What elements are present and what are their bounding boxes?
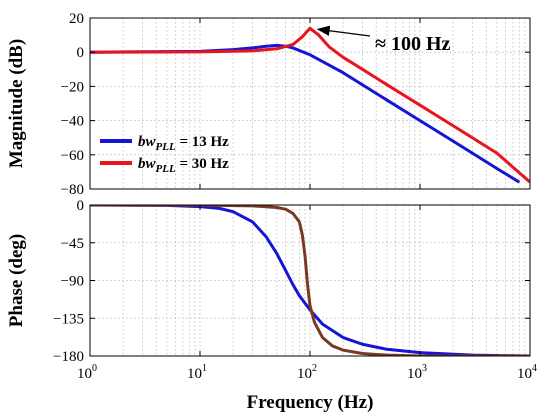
annotation-label: ≈ 100 Hz — [375, 33, 451, 55]
annotation-arrow — [316, 25, 371, 37]
xlabel: Frequency (Hz) — [247, 392, 374, 413]
magnitude-series-line-1 — [90, 26, 530, 184]
xtick-exponent: 4 — [532, 363, 537, 374]
xtick-exponent: 2 — [312, 363, 317, 374]
xtick-base: 10 — [297, 366, 312, 382]
legend-label-subscript: PLL — [156, 141, 176, 153]
xtick-label-1: 101 — [187, 363, 207, 382]
phase-ylabel: Phase (deg) — [6, 234, 27, 327]
xtick-label-2: 102 — [297, 363, 317, 382]
phase-panel: 0 −45 −90 −135 −180 Phase (deg) — [6, 198, 531, 365]
xtick-exponent: 3 — [422, 363, 427, 374]
xtick-base: 10 — [407, 366, 422, 382]
phase-ytick-label: 0 — [77, 198, 85, 214]
peak-annotation: ≈ 100 Hz — [316, 25, 451, 55]
magnitude-ytick-label: 0 — [77, 45, 85, 61]
legend-label-symbol: bw — [138, 134, 157, 150]
xtick-exponent: 0 — [92, 363, 97, 374]
magnitude-ytick-label: −40 — [61, 114, 84, 130]
phase-ytick-label: −45 — [61, 236, 84, 252]
xtick-label-4: 104 — [517, 363, 537, 382]
magnitude-ytick-label: 20 — [69, 11, 84, 27]
legend-label-value: = 30 Hz — [176, 156, 229, 172]
legend-label-1: bwPLL = 30 Hz — [138, 156, 229, 175]
magnitude-ytick-label: −80 — [61, 182, 84, 198]
xtick-exponent: 1 — [202, 363, 207, 374]
legend-label-subscript: PLL — [156, 163, 176, 175]
phase-ytick-label: −90 — [61, 274, 84, 290]
magnitude-ytick-label: −20 — [61, 79, 84, 95]
legend-label-symbol: bw — [138, 156, 157, 172]
phase-series-line-0 — [90, 205, 530, 356]
legend-label-0: bwPLL = 13 Hz — [138, 134, 229, 153]
xtick-label-0: 100 — [77, 363, 97, 382]
xtick-label-3: 103 — [407, 363, 427, 382]
magnitude-ytick-label: −60 — [61, 148, 84, 164]
xtick-base: 10 — [187, 366, 202, 382]
magnitude-series-line-0 — [90, 43, 521, 184]
legend-label-value: = 13 Hz — [176, 134, 229, 150]
phase-ytick-label: −180 — [53, 349, 84, 365]
phase-ytick-label: −135 — [53, 311, 84, 327]
xtick-base: 10 — [517, 366, 532, 382]
magnitude-panel: 20 0 −20 −40 −60 −80 Magnitude (dB) — [6, 11, 531, 198]
magnitude-ylabel: Magnitude (dB) — [6, 39, 27, 168]
phase-series-line-1 — [90, 205, 530, 356]
xtick-base: 10 — [77, 366, 92, 382]
